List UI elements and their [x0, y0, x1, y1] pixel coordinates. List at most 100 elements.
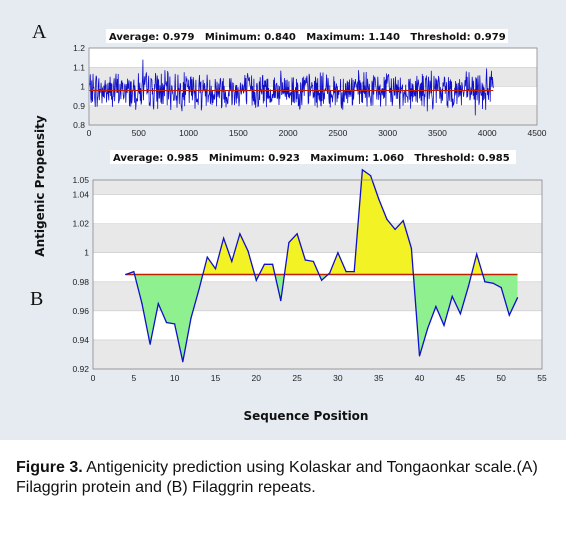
data-point-b: [198, 288, 200, 290]
area-below-threshold: [413, 274, 472, 356]
area-above-threshold: [328, 169, 414, 275]
y-tick-label-a: 0.8: [73, 120, 85, 130]
data-point-b: [190, 317, 192, 319]
caption-text: Antigenicity prediction using Kolaskar a…: [16, 459, 538, 496]
data-point-b: [345, 270, 347, 273]
data-point-b: [410, 247, 412, 249]
x-tick-label-b: 25: [292, 373, 302, 383]
data-point-b: [149, 343, 151, 345]
x-tick-label-a: 3500: [428, 128, 447, 138]
data-point-b: [402, 220, 404, 222]
x-tick-label-b: 5: [131, 373, 136, 383]
x-tick-label-b: 45: [456, 373, 466, 383]
data-point-b: [125, 273, 127, 276]
data-point-b: [206, 256, 208, 258]
data-point-b: [500, 286, 502, 289]
x-tick-label-b: 55: [537, 373, 547, 383]
area-above-threshold: [471, 254, 483, 275]
plot-a: 0.8 0.9 1 1.1 1.2 0 500 1000 1500 2000 2500 3000 350…: [73, 43, 547, 138]
data-point-b: [182, 361, 184, 363]
x-tick-label-b: 15: [211, 373, 221, 383]
data-point-b: [378, 198, 380, 200]
data-point-b: [214, 268, 217, 270]
x-tick-label-a: 0: [87, 128, 92, 138]
grid-band-b: [93, 339, 542, 369]
plot-b: 0.92 0.94 0.96 0.98 1 1.02 1.04 1.05 0 5 10 15 20 25 3…: [72, 168, 547, 383]
stats-b: Average: 0.985 Minimum: 0.923 Maximum: 1…: [113, 153, 510, 164]
y-tick-label-b: 1.04: [72, 190, 89, 200]
x-tick-label-a: 4000: [478, 128, 497, 138]
x-tick-label-b: 40: [415, 373, 425, 383]
y-tick-label-a: 0.9: [73, 101, 85, 111]
x-axis-title: Sequence Position: [244, 409, 369, 423]
y-tick-label-a: 1: [80, 82, 85, 92]
y-tick-label-b: 0.98: [72, 277, 89, 287]
grid-band-a: [89, 105, 537, 125]
x-tick-label-a: 2500: [328, 128, 347, 138]
x-tick-label-b: 10: [170, 373, 180, 383]
antigenicity-figure: A B Average: 0.979 Minimum: 0.840 Maximu…: [30, 21, 547, 423]
stats-box-a: [106, 29, 508, 43]
grid-band-b: [93, 223, 542, 253]
data-point-b: [484, 281, 486, 283]
plot-border-b: [92, 179, 543, 370]
grid-band-b: [93, 180, 542, 195]
plot-border-a: [88, 47, 538, 126]
data-point-b: [272, 263, 274, 265]
data-point-b: [467, 285, 470, 287]
data-point-b: [231, 260, 233, 263]
x-tick-label-a: 4500: [528, 128, 547, 138]
y-tick-label-b: 1.02: [72, 219, 89, 229]
data-point-b: [451, 295, 453, 297]
x-tick-label-a: 3000: [378, 128, 397, 138]
data-point-b: [165, 321, 168, 324]
data-point-b: [296, 233, 298, 235]
area-below-threshold: [482, 274, 518, 316]
data-point-b: [476, 253, 478, 255]
data-point-b: [223, 237, 225, 239]
x-tick-label-b: 20: [252, 373, 262, 383]
y-tick-label-b: 1: [84, 248, 89, 258]
panel-label-a: A: [32, 21, 47, 43]
x-tick-label-b: 0: [91, 373, 96, 383]
data-point-b: [508, 314, 510, 316]
data-point-b: [280, 300, 282, 302]
panel-label-b: B: [30, 288, 43, 310]
y-tick-label-a: 1.1: [73, 62, 85, 72]
figure-caption: Figure 3. Antigenicity prediction using …: [16, 458, 556, 498]
data-point-b: [394, 228, 396, 231]
y-tick-label-b: 0.94: [72, 335, 89, 345]
stats-a: Average: 0.979 Minimum: 0.840 Maximum: 1…: [109, 32, 506, 43]
x-tick-label-b: 50: [496, 373, 506, 383]
x-tick-label-a: 1500: [229, 128, 248, 138]
data-point-b: [443, 324, 445, 326]
figure-panel: A B Average: 0.979 Minimum: 0.840 Maximu…: [0, 0, 566, 440]
data-point-b: [141, 302, 143, 305]
data-point-b: [239, 233, 241, 235]
area-below-threshold: [134, 274, 203, 362]
data-point-b: [320, 279, 323, 281]
data-point-b: [133, 270, 135, 273]
data-point-b: [157, 302, 159, 305]
data-point-b: [386, 218, 388, 220]
data-point-b: [369, 175, 372, 177]
data-point-b: [263, 263, 266, 265]
series-trace-a: [88, 59, 494, 116]
caption-figure-label: Figure 3.: [16, 459, 83, 476]
x-tick-label-a: 1000: [179, 128, 198, 138]
y-tick-label-b: 0.92: [72, 364, 89, 374]
data-point-b: [247, 250, 249, 252]
data-point-b: [418, 355, 421, 357]
y-tick-label-b: 0.96: [72, 306, 89, 316]
data-point-b: [459, 313, 461, 315]
data-point-b: [427, 327, 429, 329]
data-point-b: [353, 270, 355, 273]
x-tick-label-a: 500: [132, 128, 146, 138]
data-point-b: [516, 297, 519, 299]
data-point-b: [435, 305, 437, 308]
area-above-threshold: [284, 233, 320, 275]
data-point-b: [304, 259, 306, 261]
y-tick-label-a: 1.2: [73, 43, 85, 53]
x-tick-label-b: 30: [333, 373, 343, 383]
data-point-b: [492, 282, 494, 284]
